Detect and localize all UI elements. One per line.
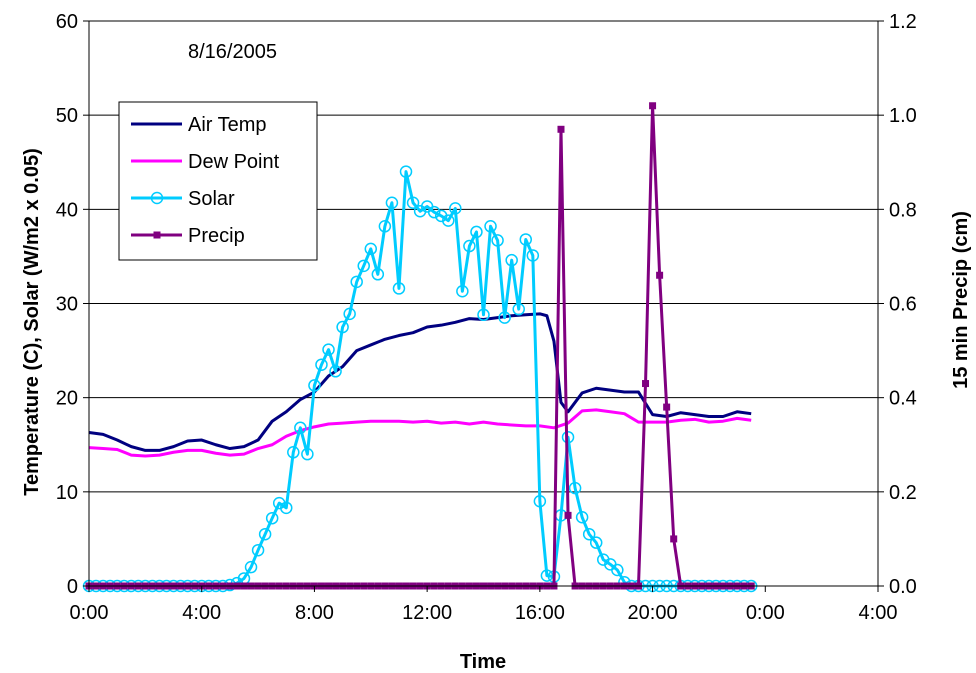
legend-marker — [150, 191, 164, 205]
data-point-solar — [589, 536, 603, 549]
data-point-solar — [392, 282, 406, 295]
legend-item-precip: Precip — [131, 225, 245, 247]
data-point-solar — [322, 343, 335, 356]
y-right-tick-label: 0.8 — [889, 199, 917, 221]
legend-label: Air Temp — [188, 114, 267, 136]
data-point-solar — [399, 165, 413, 178]
data-point-solar — [251, 543, 265, 557]
data-point-precip — [564, 511, 572, 519]
legend-marker — [153, 231, 161, 239]
x-axis: 0:00 4:00 8:00 12:00 16:00 20:00 0:00 4:00 — [70, 586, 898, 624]
y-left-tick-label: 0 — [67, 576, 78, 598]
data-point-solar — [519, 233, 533, 246]
legend-item-dew-point: Dew Point — [131, 151, 280, 173]
x-tick-label: 0:00 — [70, 602, 109, 624]
data-point-solar — [526, 249, 540, 262]
y-axis-right: 0.0 0.2 0.4 0.6 0.8 1.0 1.2 — [878, 11, 917, 598]
data-point-solar — [505, 253, 518, 267]
data-point-solar — [470, 225, 483, 239]
legend-item-air-temp: Air Temp — [131, 114, 267, 136]
data-point-solar — [244, 560, 258, 574]
x-tick-label: 12:00 — [402, 602, 452, 624]
y-axis-right-title: 15 min Precip (cm) — [950, 211, 972, 389]
data-point-solar — [477, 308, 490, 322]
data-point-solar — [265, 511, 279, 525]
y-right-tick-label: 1.0 — [889, 105, 917, 127]
data-point-solar — [540, 569, 554, 582]
data-point-solar — [568, 481, 582, 495]
x-tick-label: 4:00 — [859, 602, 898, 624]
x-tick-label: 4:00 — [182, 602, 221, 624]
y-axis-left: 0 10 20 30 40 50 60 — [56, 11, 89, 598]
data-point-solar — [280, 501, 293, 515]
data-point-solar — [385, 196, 399, 209]
x-tick-label: 8:00 — [295, 602, 334, 624]
data-point-solar — [364, 242, 378, 256]
data-point-solar — [406, 196, 420, 209]
x-tick-label: 0:00 — [746, 602, 785, 624]
data-point-solar — [533, 495, 547, 508]
data-point-precip — [649, 102, 657, 110]
series-dew-point — [88, 408, 752, 458]
data-point-precip — [557, 125, 565, 133]
legend: Air Temp Dew Point Solar Precip — [118, 101, 318, 261]
y-right-tick-label: 0.0 — [889, 576, 917, 598]
data-point-solar — [491, 234, 504, 247]
y-left-tick-label: 30 — [56, 294, 78, 316]
y-left-tick-label: 50 — [56, 105, 78, 127]
data-point-solar — [498, 311, 511, 324]
legend-label: Solar — [188, 188, 235, 210]
data-point-precip — [656, 271, 664, 279]
y-axis-left-title: Temperature (C), Solar (W/m2 x 0.05) — [21, 148, 43, 496]
data-point-solar — [378, 220, 392, 233]
legend-item-solar: Solar — [131, 188, 235, 210]
y-left-tick-label: 60 — [56, 11, 78, 33]
data-point-solar — [329, 365, 342, 378]
data-point-solar — [258, 527, 272, 541]
data-point-solar — [463, 239, 476, 253]
y-left-tick-label: 10 — [56, 482, 78, 504]
data-point-solar — [442, 214, 455, 227]
x-axis-title: Time — [460, 651, 506, 673]
x-tick-label: 20:00 — [628, 602, 678, 624]
data-point-solar — [484, 220, 497, 233]
data-point-solar — [315, 358, 328, 371]
date-annotation: 8/16/2005 — [188, 41, 277, 63]
x-tick-label: 16:00 — [515, 602, 565, 624]
data-point-solar — [456, 285, 469, 298]
data-point-solar — [512, 302, 525, 316]
data-point-precip — [642, 380, 650, 388]
data-point-solar — [357, 259, 370, 273]
data-point-solar — [294, 421, 307, 435]
data-point-precip — [670, 535, 678, 543]
series-line-air-temp — [88, 312, 752, 452]
y-right-tick-label: 0.4 — [889, 388, 917, 410]
series-line-dew-point — [88, 408, 752, 458]
data-point-solar — [575, 511, 589, 524]
data-point-solar — [287, 446, 300, 459]
data-point-solar — [308, 379, 321, 392]
y-right-tick-label: 1.2 — [889, 11, 917, 33]
data-point-solar — [427, 205, 441, 219]
y-right-tick-label: 0.6 — [889, 294, 917, 316]
legend-label: Dew Point — [188, 151, 280, 173]
data-point-solar — [336, 320, 349, 334]
data-point-solar — [582, 527, 596, 541]
series-air-temp — [88, 312, 752, 452]
legend-label: Precip — [188, 225, 245, 247]
y-right-tick-label: 0.2 — [889, 482, 917, 504]
y-left-tick-label: 20 — [56, 388, 78, 410]
data-point-solar — [611, 563, 624, 577]
data-point-solar — [343, 307, 356, 321]
data-point-precip — [663, 403, 671, 411]
data-point-solar — [350, 275, 363, 289]
data-point-solar — [449, 202, 462, 215]
y-left-tick-label: 40 — [56, 199, 78, 221]
data-point-solar — [301, 447, 314, 461]
data-point-solar — [371, 268, 385, 281]
